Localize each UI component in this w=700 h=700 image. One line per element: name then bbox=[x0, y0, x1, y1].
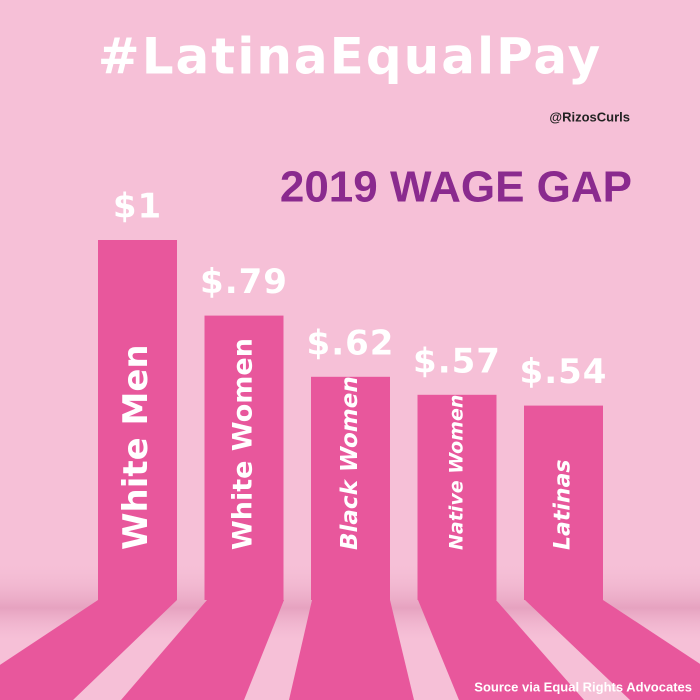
category-label: Latinas bbox=[551, 459, 576, 550]
floor-stripes bbox=[0, 600, 700, 700]
value-label: $.79 bbox=[200, 262, 288, 302]
category-label: Native Women bbox=[446, 395, 468, 550]
value-label: $.57 bbox=[413, 341, 501, 381]
floor-stripe bbox=[525, 600, 700, 700]
bar bbox=[98, 240, 177, 600]
source-note: Source via Equal Rights Advocates bbox=[474, 679, 692, 694]
bar bbox=[204, 315, 284, 600]
category-label: White Men bbox=[116, 344, 156, 550]
value-label: $.54 bbox=[520, 352, 608, 392]
chart-title: #LatinaEqualPay bbox=[98, 28, 602, 86]
value-label: $1 bbox=[113, 187, 162, 227]
bar bbox=[524, 405, 603, 600]
category-label: White Women bbox=[228, 338, 259, 550]
floor-stripe bbox=[289, 600, 414, 700]
floor-stripe bbox=[121, 600, 284, 700]
value-label: $.62 bbox=[307, 323, 395, 363]
bar bbox=[417, 394, 497, 600]
chart-subtitle: 2019 WAGE GAP bbox=[280, 163, 632, 212]
credit: @RizosCurls bbox=[549, 109, 630, 124]
category-label: Black Women bbox=[337, 376, 363, 550]
floor-stripe bbox=[0, 600, 177, 700]
floor-stripe bbox=[418, 600, 584, 700]
bar bbox=[311, 376, 390, 600]
